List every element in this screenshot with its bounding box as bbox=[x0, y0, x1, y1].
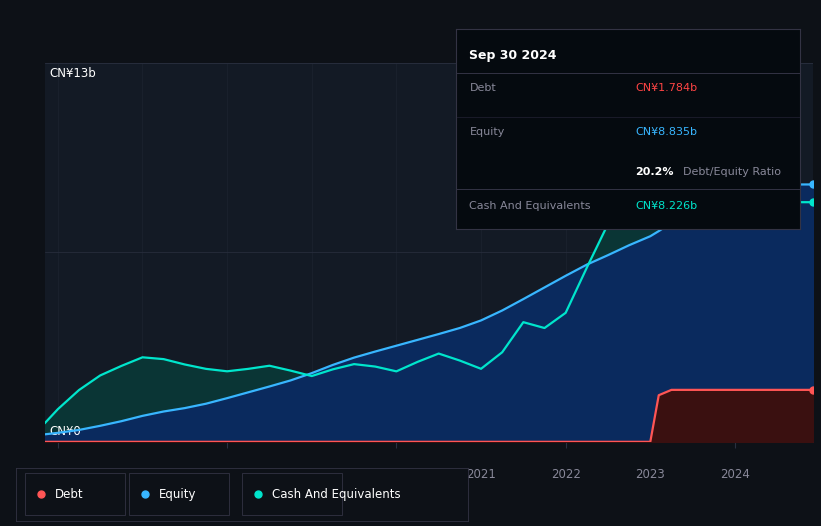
Text: Equity: Equity bbox=[470, 127, 505, 137]
FancyBboxPatch shape bbox=[25, 473, 125, 515]
Text: Cash And Equivalents: Cash And Equivalents bbox=[272, 488, 400, 501]
Text: Debt: Debt bbox=[55, 488, 84, 501]
Text: Debt/Equity Ratio: Debt/Equity Ratio bbox=[683, 167, 782, 177]
FancyBboxPatch shape bbox=[130, 473, 229, 515]
Text: CN¥0: CN¥0 bbox=[49, 425, 80, 438]
Text: 2024: 2024 bbox=[720, 468, 750, 481]
FancyBboxPatch shape bbox=[242, 473, 342, 515]
Text: CN¥8.226b: CN¥8.226b bbox=[635, 201, 697, 211]
Text: 2023: 2023 bbox=[635, 468, 665, 481]
Text: 2022: 2022 bbox=[551, 468, 580, 481]
Text: CN¥13b: CN¥13b bbox=[49, 67, 96, 80]
Text: 2016: 2016 bbox=[43, 468, 73, 481]
Text: Debt: Debt bbox=[470, 83, 496, 93]
Text: Sep 30 2024: Sep 30 2024 bbox=[470, 49, 557, 62]
Text: CN¥1.784b: CN¥1.784b bbox=[635, 83, 697, 93]
Text: CN¥8.835b: CN¥8.835b bbox=[635, 127, 697, 137]
Text: 20.2%: 20.2% bbox=[635, 167, 673, 177]
Text: Cash And Equivalents: Cash And Equivalents bbox=[470, 201, 591, 211]
Text: 2018: 2018 bbox=[213, 468, 242, 481]
Text: 2021: 2021 bbox=[466, 468, 496, 481]
Text: 2019: 2019 bbox=[297, 468, 327, 481]
Text: Equity: Equity bbox=[158, 488, 196, 501]
Text: 2017: 2017 bbox=[127, 468, 158, 481]
Text: 2020: 2020 bbox=[382, 468, 411, 481]
